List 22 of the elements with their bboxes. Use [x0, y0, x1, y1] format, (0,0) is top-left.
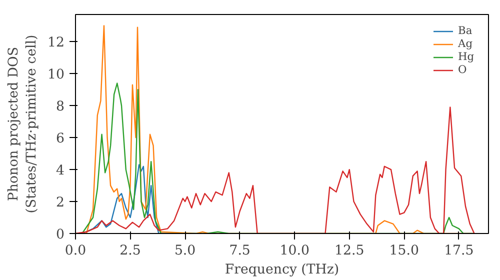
x-tick-label: 5.0: [174, 244, 196, 258]
x-tick-label: 15.0: [389, 244, 419, 258]
x-tick-label: 10.0: [280, 244, 310, 258]
y-tick-label: 10: [48, 68, 65, 83]
y-tick-label: 12: [48, 36, 65, 51]
x-tick-label: 7.5: [229, 244, 250, 258]
legend-label: O: [458, 63, 468, 76]
line-series: [76, 106, 475, 234]
x-tick-label: 12.5: [334, 244, 364, 258]
y-tick-label: 4: [56, 164, 65, 179]
y-tick-label: 2: [56, 196, 65, 211]
y-tick-label: 8: [56, 100, 65, 115]
legend-label: Ba: [458, 24, 474, 37]
legend-label: Ag: [458, 37, 474, 50]
y-tick-label: 0: [56, 228, 65, 242]
x-tick-label: 0.0: [64, 244, 86, 258]
x-axis-title: Frequency (THz): [224, 262, 340, 278]
x-tick-label: 2.5: [120, 244, 141, 258]
legend-label: Hg: [458, 50, 476, 63]
y-tick-label: 6: [56, 132, 65, 147]
y-axis-title: Phonon projected DOS (States/THz·primitive cell): [6, 34, 40, 214]
x-tick-label: 17.5: [444, 244, 474, 258]
